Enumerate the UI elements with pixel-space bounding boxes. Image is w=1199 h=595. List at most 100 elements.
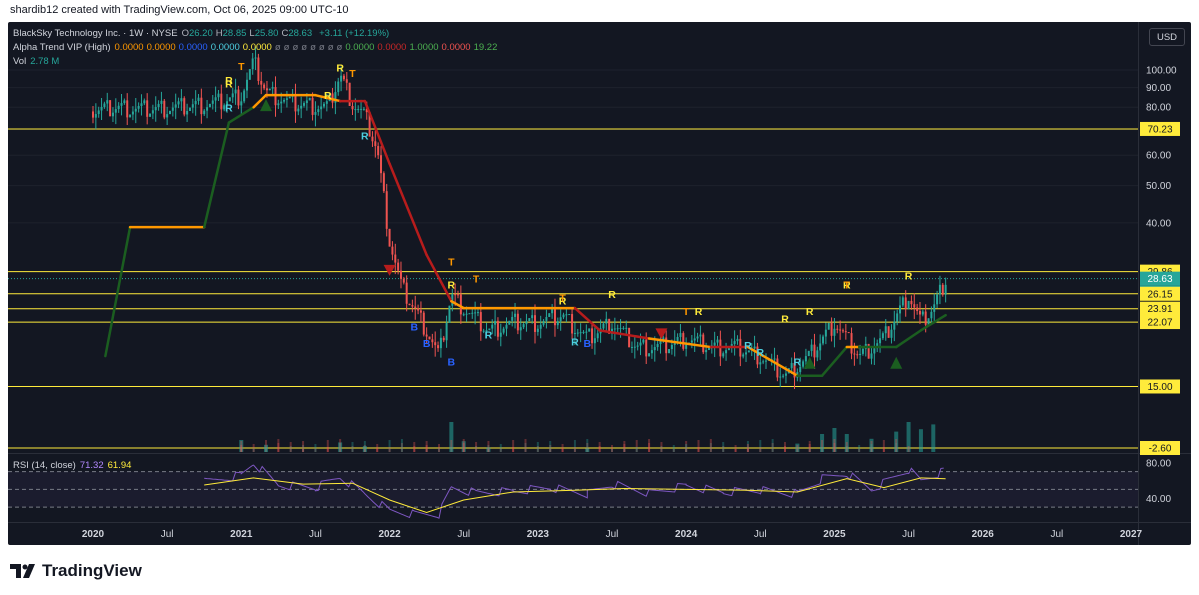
candle-body <box>879 338 882 344</box>
level-price-tag <box>1140 441 1180 455</box>
indicator-values: 0.0000 0.0000 0.0000 0.0000 0.0000 ø ø ø ø ø ø ø ø 0.… <box>115 42 501 53</box>
signal-label-b: B <box>583 338 591 350</box>
candle-body <box>377 146 380 156</box>
candle-body <box>773 358 776 360</box>
alpha-trend-segment <box>598 329 651 340</box>
candle-body <box>707 347 710 351</box>
candle-body <box>337 81 340 93</box>
candle-body <box>380 155 383 174</box>
indicator-value: 0.0000 <box>345 42 375 53</box>
rsi-tick-label: 80.00 <box>1146 458 1171 469</box>
signal-label-r: R <box>336 63 344 75</box>
volume-bar <box>931 424 936 452</box>
candle-body <box>442 337 445 341</box>
ohlc-values: O26.20 H28.85 L25.80 C28.63 <box>182 28 316 39</box>
signal-label-r: R <box>806 306 814 318</box>
candle-body <box>317 109 320 113</box>
candle-body <box>556 321 559 326</box>
candle-body <box>408 303 411 306</box>
volume-bar <box>561 444 564 452</box>
symbol-name[interactable]: BlackSky Technology Inc. · 1W · NYSE <box>13 28 178 39</box>
volume-bar <box>363 449 366 452</box>
signal-label-r: R <box>225 75 233 87</box>
candle-body <box>779 376 782 378</box>
candle-body <box>109 100 112 117</box>
time-tick-label: 2027 <box>1120 529 1143 540</box>
volume-bar <box>820 434 825 452</box>
chart-canvas[interactable]: 100.0090.0080.0070.0060.0050.0040.002020… <box>8 22 1191 545</box>
candle-body <box>277 103 280 106</box>
candle-body <box>334 92 337 103</box>
candle-body <box>111 112 114 117</box>
indicator-name[interactable]: Alpha Trend VIP (High) <box>13 42 111 53</box>
candle-body <box>887 326 890 338</box>
candle-body <box>257 57 260 81</box>
volume-bar <box>685 448 688 452</box>
candle-body <box>553 309 556 326</box>
candle-body <box>297 108 300 112</box>
volume-bar <box>611 445 613 452</box>
alpha-trend-segment <box>647 337 713 349</box>
volume-bar <box>400 439 403 452</box>
signal-label-t: T <box>349 68 356 80</box>
volume-bar <box>339 443 342 452</box>
volume-bar <box>265 440 267 452</box>
volume-bar <box>894 431 899 452</box>
candle-body <box>625 327 628 329</box>
signal-label-t: T <box>683 306 690 318</box>
volume-bar <box>362 446 367 452</box>
signal-label-t: T <box>844 279 851 291</box>
volume-label[interactable]: Vol <box>13 56 27 67</box>
pane-separator <box>8 453 1191 454</box>
volume-bar <box>512 440 515 452</box>
chart-frame[interactable]: 100.0090.0080.0070.0060.0050.0040.002020… <box>8 22 1191 545</box>
time-tick-label: 2021 <box>230 529 253 540</box>
candle-body <box>188 107 191 111</box>
indicator-value: ø <box>274 42 281 53</box>
alpha-trend-segment <box>252 93 268 109</box>
candle-body <box>756 346 759 365</box>
trend-down-arrow <box>383 264 396 276</box>
candle-body <box>725 350 728 354</box>
volume-bar <box>289 446 292 452</box>
currency-button[interactable]: USD <box>1149 28 1185 46</box>
candle-body <box>622 327 625 329</box>
candle-body <box>693 338 696 341</box>
candle-body <box>437 345 440 349</box>
level-price-tag-label: 22.07 <box>1147 318 1172 329</box>
candle-body <box>918 311 921 315</box>
legend-volume: Vol 2.78 M <box>13 56 59 67</box>
candle-body <box>342 75 345 80</box>
signal-label-r: R <box>843 279 851 291</box>
candle-body <box>819 343 822 351</box>
candle-body <box>100 106 103 111</box>
candle-body <box>103 103 106 107</box>
alpha-trend-segment <box>820 345 849 377</box>
volume-bar <box>475 446 478 452</box>
candle-body <box>468 313 471 315</box>
tradingview-logo-icon <box>10 564 35 578</box>
volume-bar <box>821 440 824 452</box>
candle-body <box>502 328 505 333</box>
signal-label-r: R <box>361 130 369 142</box>
rsi-label[interactable]: RSI (14, close) <box>13 460 76 471</box>
candle-body <box>699 334 702 337</box>
candle-body <box>428 336 431 340</box>
volume-bar <box>635 447 638 452</box>
volume-bar <box>623 444 626 452</box>
volume-bar <box>252 448 255 452</box>
price-tick-label: 100.00 <box>1146 66 1177 77</box>
candle-body <box>402 278 405 283</box>
volume-bar <box>462 439 465 452</box>
candle-body <box>251 58 254 70</box>
ohlc-value-o: 26.20 <box>188 28 213 39</box>
volume-bar <box>611 449 613 452</box>
volume-bar <box>869 438 874 452</box>
indicator-value: ø <box>318 42 325 53</box>
candle-body <box>608 318 611 334</box>
volume-bar <box>796 445 799 452</box>
level-price-tag-label: -2.60 <box>1149 444 1172 455</box>
volume-bar <box>524 439 527 452</box>
candle-body <box>713 342 716 346</box>
candle-body <box>177 101 180 105</box>
